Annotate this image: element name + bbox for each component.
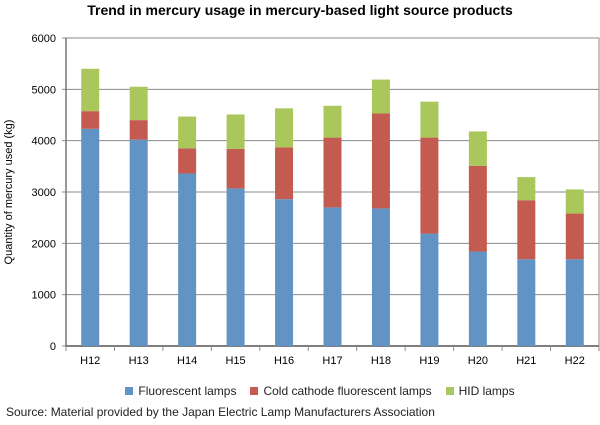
bar-segment (178, 148, 197, 174)
bar-segment (517, 200, 536, 260)
y-tick-label: 5000 (32, 84, 56, 96)
bar-segment (275, 108, 294, 148)
y-tick-label: 0 (50, 341, 56, 353)
bar-segment (226, 114, 245, 149)
y-tick-label: 4000 (32, 136, 56, 148)
x-tick-label: H14 (177, 355, 197, 367)
legend-swatch (445, 387, 454, 395)
x-tick-label: H17 (322, 355, 342, 367)
bar-segment (565, 259, 584, 346)
bar-segment (129, 86, 148, 121)
legend-item: Fluorescent lamps (125, 384, 236, 398)
x-tick-label: H16 (274, 355, 294, 367)
legend-item: HID lamps (445, 384, 515, 398)
bar-segment (81, 68, 100, 112)
bar-segment (420, 233, 439, 346)
bar-segment (517, 177, 536, 201)
bar-segment (468, 165, 487, 252)
bar-segment (420, 101, 439, 138)
bar-segment (275, 147, 294, 200)
y-tick-label: 3000 (32, 187, 56, 199)
y-tick-label: 6000 (32, 33, 56, 45)
x-tick-label: H21 (516, 355, 536, 367)
x-tick-label: H18 (371, 355, 391, 367)
bar-segment (178, 116, 197, 149)
bar-segment (565, 213, 584, 260)
bar-segment (323, 207, 342, 346)
y-axis-label: Quantity of mercury used (kg) (3, 120, 15, 265)
x-tick-label: H19 (419, 355, 439, 367)
legend-item: Cold cathode fluorescent lamps (250, 384, 432, 398)
legend: Fluorescent lamps Cold cathode fluorescen… (0, 384, 600, 398)
bar-segment (226, 148, 245, 189)
stacked-bar-chart: 0 1000 2000 3000 4000 5000 6000 H12 H13 H14 H15 H16… (3, 33, 600, 367)
x-tick-label: H15 (225, 355, 245, 367)
bar-segment (565, 189, 584, 214)
bar-segment (81, 128, 100, 346)
bar-segment (468, 131, 487, 166)
bar-segment (323, 137, 342, 208)
legend-label: Cold cathode fluorescent lamps (263, 384, 432, 398)
legend-label: HID lamps (458, 384, 515, 398)
y-tick-label: 2000 (32, 238, 56, 250)
bar-segment (178, 173, 197, 346)
legend-label: Fluorescent lamps (138, 384, 237, 398)
bar-segment (129, 139, 148, 346)
bar-segment (371, 79, 390, 114)
x-tick-label: H12 (80, 355, 100, 367)
x-tick-label: H20 (468, 355, 488, 367)
y-tick-label: 1000 (32, 290, 56, 302)
legend-swatch (250, 387, 259, 395)
bar-segment (468, 251, 487, 346)
bar-segment (275, 199, 294, 346)
bar-segment (81, 111, 100, 129)
source-note: Source: Material provided by the Japan E… (6, 405, 435, 419)
bar-segment (129, 120, 148, 140)
x-tick-label: H13 (129, 355, 149, 367)
legend-swatch (125, 387, 134, 395)
bar-segment (371, 113, 390, 209)
bar-segment (420, 137, 439, 234)
bar-segment (323, 105, 342, 138)
x-tick-label: H22 (565, 355, 585, 367)
bar-segment (371, 208, 390, 346)
bar-segment (226, 188, 245, 346)
chart-title: Trend in mercury usage in mercury-based … (87, 2, 513, 18)
bar-segment (517, 259, 536, 346)
